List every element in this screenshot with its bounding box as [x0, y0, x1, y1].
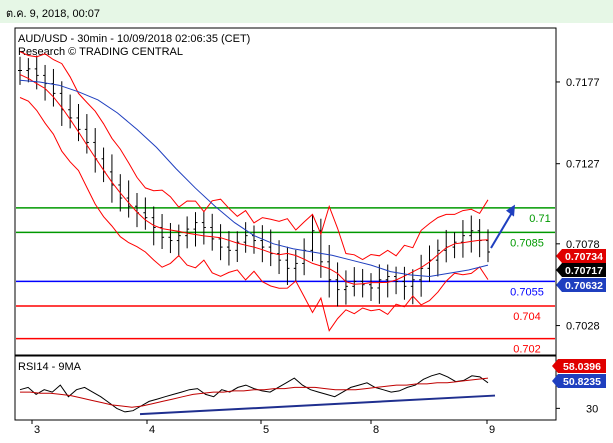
price-label: 0.70632 [565, 280, 603, 292]
rsi-line [19, 372, 489, 413]
projection-arrow [490, 212, 513, 249]
price-label: 0.70717 [565, 265, 603, 277]
moving-average-line [19, 79, 489, 278]
projection-arrow-head [506, 204, 515, 217]
main-chart-marks: 0.71 0.7085 0.7055 0.704 0.702 [16, 51, 555, 356]
rsi-value-box [552, 359, 606, 373]
rsi-value-label: 58.0396 [563, 361, 601, 373]
x-tick-label: 4 [149, 424, 155, 436]
rsi-trendline [139, 394, 496, 416]
bollinger-lower [19, 97, 489, 332]
level-label: 0.704 [513, 311, 541, 323]
level-label: 0.71 [529, 213, 550, 225]
price-label-box [556, 263, 606, 277]
rsi-title: RSI14 - 9MA [18, 361, 82, 373]
x-tick-label: 8 [373, 424, 379, 436]
level-label: 0.7085 [510, 237, 544, 249]
x-tick-label: 3 [34, 424, 40, 436]
bollinger-middle [19, 74, 489, 285]
bollinger-upper [19, 51, 489, 261]
price-label: 0.70734 [565, 251, 603, 263]
y-tick-label: 0.7028 [566, 321, 600, 333]
main-chart-frame [14, 27, 557, 356]
y-tick-label: 0.7078 [566, 239, 600, 251]
rsi-ma-line [20, 377, 489, 408]
chart-title: AUD/USD - 30min - 10/09/2018 02:06:35 (C… [18, 33, 250, 45]
x-tick-label: 5 [263, 424, 269, 436]
rsi-chart-marks [19, 372, 496, 416]
level-label: 0.702 [513, 344, 541, 356]
rsi-value-label: 50.8235 [563, 376, 601, 388]
price-label-box [556, 278, 606, 292]
y-tick-label: 0.7177 [566, 77, 600, 89]
rsi-y-tick-label: 30 [586, 403, 598, 415]
x-tick-label: 9 [489, 424, 495, 436]
axes: 0.7177 0.7127 0.7078 0.7028 30 3 4 5 8 9 0.70734 0.… [31, 77, 606, 436]
chart-subtitle: Research © TRADING CENTRAL [18, 46, 183, 58]
timestamp: ต.ค. 9, 2018, 00:07 [6, 8, 101, 20]
y-tick-label: 0.7127 [566, 159, 600, 171]
price-label-box [556, 249, 606, 263]
rsi-value-box [552, 374, 606, 388]
title-bar: ต.ค. 9, 2018, 00:07 [0, 0, 613, 23]
level-label: 0.7055 [510, 286, 544, 298]
